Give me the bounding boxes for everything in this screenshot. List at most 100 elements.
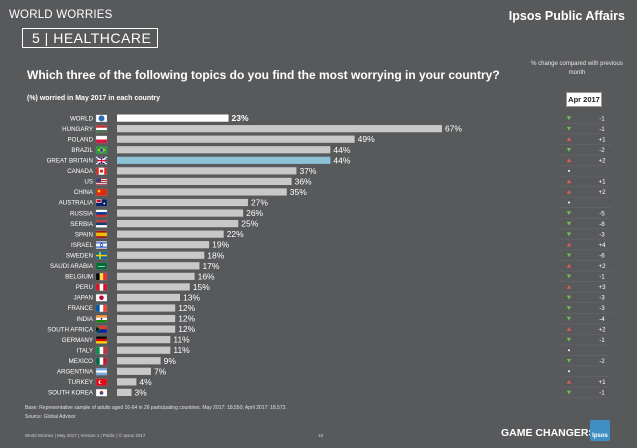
bar [117, 114, 229, 122]
value-label: 15% [193, 282, 210, 292]
china-flag-icon [95, 188, 108, 196]
india-flag-icon [95, 315, 108, 323]
bar [117, 220, 239, 228]
value-label: 23% [232, 113, 249, 123]
value-label: 18% [207, 250, 224, 260]
up-arrow-icon [566, 379, 572, 384]
change-value: +2 [598, 326, 606, 333]
up-arrow-icon [566, 327, 572, 331]
value-label: 11% [173, 335, 190, 345]
value-label: 12% [178, 303, 195, 313]
change-value: -1 [599, 337, 605, 344]
country-label: SAUDI ARABIA [50, 263, 94, 270]
canada-flag-icon [95, 167, 108, 175]
question-text: Which three of the following topics do y… [27, 68, 500, 82]
value-label: 9% [164, 356, 177, 366]
value-label: 44% [333, 155, 350, 165]
down-arrow-icon [566, 221, 572, 226]
country-label: AUSTRALIA [59, 200, 94, 207]
up-arrow-icon [566, 263, 572, 268]
country-label: MEXICO [69, 358, 94, 365]
up-arrow-icon [566, 242, 572, 247]
chart-subtitle: (%) worried in May 2017 in each country [27, 95, 161, 102]
bar [117, 283, 190, 291]
change-value: +4 [598, 242, 606, 249]
bar [117, 146, 331, 154]
down-arrow-icon [566, 306, 572, 310]
country-label: CANADA [67, 168, 94, 175]
change-value: -5 [599, 210, 605, 217]
value-label: 17% [202, 261, 219, 271]
bar [117, 388, 132, 396]
value-label: 4% [139, 377, 152, 387]
country-label: SWEDEN [66, 252, 93, 259]
value-label: 25% [241, 219, 258, 229]
change-value: +2 [598, 189, 606, 196]
value-label: 22% [227, 229, 244, 239]
spain-flag-icon [95, 230, 108, 239]
change-value: -2 [599, 147, 605, 154]
no-change-icon [568, 349, 570, 352]
base-note: Base: Representative sample of adults ag… [25, 405, 287, 411]
value-label: 67% [445, 124, 462, 134]
country-label: BELGIUM [65, 274, 93, 281]
change-value: -1 [599, 390, 605, 397]
country-label: INDIA [76, 316, 93, 323]
down-arrow-icon [566, 337, 572, 342]
bar [117, 135, 355, 143]
japan-flag-icon [95, 293, 108, 302]
change-value: +3 [598, 284, 606, 291]
bar [117, 209, 244, 217]
change-value: -3 [599, 305, 605, 312]
italy-flag-icon [95, 346, 108, 355]
bar [117, 357, 161, 365]
value-label: 37% [299, 166, 316, 176]
israel-flag-icon [95, 241, 108, 249]
bar [117, 346, 171, 354]
bar [117, 325, 176, 333]
value-label: 35% [290, 187, 307, 197]
page-number: 18 [318, 433, 324, 438]
bar [117, 230, 224, 238]
footer-text: World Worries | May 2017 | Version 1 | P… [25, 433, 146, 438]
up-arrow-icon [566, 179, 572, 184]
tagline: GAME CHANGERS [501, 427, 596, 439]
down-arrow-icon [566, 126, 572, 131]
change-value: +1 [598, 136, 606, 143]
country-label: ISRAEL [71, 242, 94, 249]
up-arrow-icon [566, 284, 572, 289]
change-value: -1 [599, 274, 605, 281]
country-label: HUNGARY [62, 126, 93, 133]
period-label: Apr 2017 [566, 92, 602, 107]
value-label: 26% [246, 208, 263, 218]
bar [117, 262, 200, 270]
peru-flag-icon [95, 283, 108, 291]
country-label: SERBIA [70, 221, 94, 228]
country-label: PERU [76, 284, 93, 291]
country-label: ARGENTINA [57, 369, 94, 376]
down-arrow-icon [566, 253, 572, 258]
france-flag-icon [95, 304, 108, 313]
country-label: BRAZIL [71, 147, 93, 154]
russia-flag-icon [95, 209, 108, 218]
country-label: SPAIN [75, 231, 93, 238]
bar [117, 251, 205, 259]
down-arrow-icon [566, 147, 572, 152]
australia-flag-icon [95, 199, 108, 207]
down-arrow-icon [566, 358, 572, 363]
south-korea-flag-icon [95, 388, 108, 397]
change-note: % change compared with previous month [531, 61, 623, 76]
up-arrow-icon [566, 189, 572, 194]
change-value: +1 [598, 379, 606, 386]
bar [117, 304, 176, 312]
value-label: 16% [198, 271, 215, 281]
up-arrow-icon [566, 158, 572, 163]
great-britain-flag-icon [95, 156, 108, 165]
germany-flag-icon [95, 336, 108, 344]
down-arrow-icon [566, 232, 572, 237]
bar [117, 314, 176, 323]
ipsos-logo: Ipsos [590, 420, 610, 441]
value-label: 11% [173, 345, 190, 355]
change-value: +1 [598, 179, 606, 186]
